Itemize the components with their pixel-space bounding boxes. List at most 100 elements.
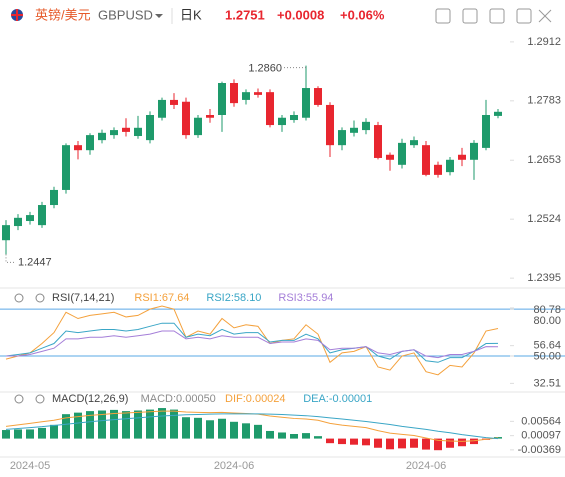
macd-bar xyxy=(362,438,370,446)
y-tick-label: 50.00 xyxy=(533,351,561,363)
macd-bar xyxy=(38,427,46,439)
tool-icon[interactable] xyxy=(435,8,451,24)
macd-bar xyxy=(374,438,382,448)
y-tick-label: -0.00369 xyxy=(518,444,561,456)
period[interactable]: 日K xyxy=(180,7,202,22)
tool-icon[interactable] xyxy=(489,8,505,24)
macd-bar xyxy=(446,438,454,448)
macd-line xyxy=(5,413,499,440)
legend-entry: DEA:-0.00001 xyxy=(303,393,372,405)
candle-body xyxy=(302,88,310,118)
candle-body xyxy=(122,127,130,132)
candle-body xyxy=(26,215,34,222)
header: 英镑/美元 GBPUSD 日K 1.2751 +0.0008 +0.06% xyxy=(11,7,552,24)
annotation: 1.2447 xyxy=(18,256,52,268)
gear-icon[interactable] xyxy=(35,394,45,404)
candle-body xyxy=(494,111,502,116)
candle-body xyxy=(242,92,250,100)
macd-bar xyxy=(230,421,238,439)
macd-bar xyxy=(170,409,178,439)
y-tick-label: 80.78 xyxy=(533,304,561,316)
y-tick-label: 80.00 xyxy=(533,315,561,327)
gear-icon[interactable] xyxy=(35,293,45,303)
candle-body xyxy=(110,130,118,136)
macd-bar xyxy=(194,417,202,439)
candle-body xyxy=(410,140,418,146)
candle-body xyxy=(2,225,10,241)
close-icon[interactable] xyxy=(538,9,552,23)
change: +0.0008 xyxy=(277,7,324,22)
macd-bar xyxy=(422,438,430,450)
y-tick-label: 32.51 xyxy=(533,377,561,389)
candle-body xyxy=(158,99,166,118)
candle-body xyxy=(398,142,406,165)
rsi-line xyxy=(5,305,499,376)
candle-body xyxy=(266,92,274,126)
macd-bar xyxy=(218,418,226,439)
candle-body xyxy=(434,164,442,175)
legend-entry: MACD:0.00050 xyxy=(141,393,216,405)
legend-entry: RSI3:55.94 xyxy=(278,292,333,304)
y-tick-label: 1.2395 xyxy=(527,272,561,284)
candle-body xyxy=(14,217,22,227)
macd-bar xyxy=(326,438,334,444)
macd-bar xyxy=(398,438,406,449)
macd-bar xyxy=(470,438,478,445)
x-tick-label: 2024-06 xyxy=(214,460,254,472)
candle-body xyxy=(230,83,238,104)
candle-body xyxy=(374,125,382,158)
candle-body xyxy=(386,154,394,160)
panel-title: RSI(7,14,21) xyxy=(52,292,114,304)
macd-bar xyxy=(158,408,166,439)
macd-bar xyxy=(290,434,298,439)
macd-bar xyxy=(386,438,394,450)
candle-body xyxy=(446,159,454,173)
panel-title: MACD(12,26,9) xyxy=(52,393,128,405)
macd-bar xyxy=(122,411,130,439)
macd-bar xyxy=(494,437,502,439)
legend-entry: DIF:0.00024 xyxy=(225,393,286,405)
symbol-code[interactable]: GBPUSD xyxy=(98,7,153,22)
candle-body xyxy=(98,132,106,141)
candle-body xyxy=(38,205,46,226)
candle-body xyxy=(74,145,82,151)
macd-bar xyxy=(50,424,58,439)
candle-body xyxy=(458,154,466,160)
macd-bar xyxy=(110,409,118,439)
candle-body xyxy=(206,115,214,118)
macd-bar xyxy=(74,412,82,439)
macd-bar xyxy=(2,430,10,439)
macd-bar xyxy=(86,411,94,439)
y-tick-label: 56.64 xyxy=(533,340,561,352)
y-tick-label: 0.00564 xyxy=(521,415,561,427)
y-tick-label: 1.2912 xyxy=(527,36,561,48)
eye-icon[interactable] xyxy=(14,394,24,404)
eye-icon[interactable] xyxy=(14,293,24,303)
tool-icon[interactable] xyxy=(462,8,478,24)
rsi-line xyxy=(5,322,499,363)
y-tick-label: 1.2524 xyxy=(527,213,561,225)
candle-body xyxy=(350,127,358,133)
macd-bar xyxy=(314,436,322,439)
x-tick-label: 2024-06 xyxy=(406,460,446,472)
macd-bar xyxy=(350,438,358,445)
macd-bar xyxy=(14,429,22,439)
candle-body xyxy=(314,88,322,105)
annotation: 1.2860 xyxy=(248,63,282,75)
macd-bar xyxy=(302,433,310,439)
macd-bar xyxy=(98,410,106,439)
candle-body xyxy=(182,101,190,136)
x-tick-label: 2024-05 xyxy=(10,460,50,472)
dropdown-icon[interactable] xyxy=(155,14,163,18)
candle-body xyxy=(62,145,70,190)
candle-body xyxy=(470,142,478,160)
tool-icon[interactable] xyxy=(516,8,532,24)
macd-bar xyxy=(458,438,466,447)
candle-body xyxy=(146,115,154,141)
macd-bar xyxy=(254,424,262,439)
y-tick-label: 0.00097 xyxy=(521,430,561,442)
symbol-name[interactable]: 英镑/美元 xyxy=(35,7,91,22)
macd-bar xyxy=(338,438,346,445)
candle-body xyxy=(50,189,58,206)
